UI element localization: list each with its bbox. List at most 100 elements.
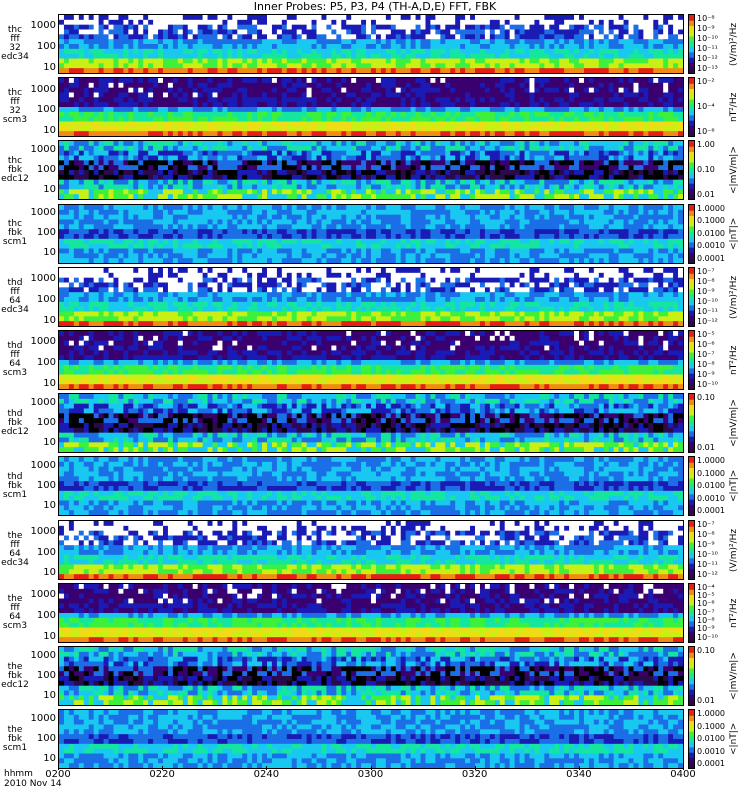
- heatmap-cell: [346, 83, 352, 89]
- heatmap-cell: [197, 24, 204, 30]
- heatmap-cell: [143, 223, 149, 230]
- heatmap-cell: [579, 189, 585, 195]
- heatmap-cell: [237, 165, 243, 171]
- heatmap-cell: [544, 58, 550, 64]
- heatmap-cell: [603, 44, 610, 50]
- heatmap-cell: [395, 194, 402, 200]
- heatmap-cell: [435, 151, 441, 157]
- colorbar-tick-label: 1.00: [697, 140, 715, 150]
- heatmap-cell: [237, 44, 243, 50]
- heatmap-cell: [554, 165, 560, 171]
- heatmap-cell: [638, 151, 644, 157]
- heatmap-cell: [499, 121, 506, 127]
- heatmap-cell: [88, 248, 95, 254]
- heatmap-cell: [385, 92, 392, 98]
- heatmap-cell: [202, 141, 208, 147]
- heatmap-cell: [217, 141, 223, 147]
- heatmap-cell: [103, 248, 109, 254]
- heatmap-cell: [583, 34, 590, 40]
- heatmap-cell: [375, 155, 382, 162]
- heatmap-cell: [59, 180, 65, 186]
- heatmap-cell: [271, 131, 278, 137]
- heatmap-cell: [163, 175, 169, 181]
- heatmap-cell: [425, 97, 431, 103]
- heatmap-cell: [668, 112, 674, 118]
- heatmap-cell: [59, 223, 65, 230]
- ytick-label: 10: [43, 124, 56, 136]
- heatmap-cell: [73, 44, 80, 50]
- heatmap-cell: [311, 160, 317, 166]
- heatmap-cell: [306, 29, 312, 35]
- heatmap-cell: [415, 24, 421, 30]
- heatmap-cell: [400, 53, 407, 59]
- heatmap-cell: [390, 15, 397, 21]
- heatmap-cell: [380, 15, 387, 21]
- heatmap-cell: [158, 102, 164, 108]
- heatmap-cell: [103, 141, 109, 147]
- heatmap-cell: [212, 58, 218, 64]
- heatmap-cell: [182, 184, 189, 191]
- heatmap-cell: [108, 87, 114, 94]
- heatmap-cell: [509, 184, 516, 191]
- heatmap-cell: [544, 155, 550, 162]
- heatmap-cell: [673, 44, 679, 50]
- heatmap-cell: [321, 116, 327, 123]
- heatmap-cell: [252, 170, 258, 176]
- heatmap-cell: [569, 58, 575, 64]
- heatmap-cell: [375, 180, 382, 186]
- heatmap-cell: [163, 131, 169, 137]
- heatmap-cell: [262, 29, 268, 35]
- heatmap-cell: [227, 160, 233, 166]
- heatmap-cell: [172, 219, 179, 225]
- heatmap-cell: [524, 160, 530, 166]
- heatmap-cell: [128, 233, 134, 239]
- heatmap-cell: [346, 53, 352, 59]
- heatmap-cell: [524, 112, 530, 118]
- heatmap-cell: [207, 53, 213, 59]
- heatmap-cell: [529, 15, 535, 21]
- heatmap-cell: [262, 39, 268, 45]
- heatmap-cell: [653, 121, 659, 127]
- heatmap-cell: [331, 92, 337, 98]
- heatmap-cell: [598, 180, 605, 186]
- heatmap-cell: [182, 83, 189, 89]
- heatmap-cell: [425, 15, 431, 21]
- heatmap-cell: [588, 160, 595, 166]
- heatmap-cell: [385, 53, 392, 59]
- heatmap-cell: [247, 15, 253, 21]
- heatmap-cell: [336, 146, 342, 152]
- heatmap-cell: [608, 29, 615, 35]
- heatmap-cell: [326, 141, 332, 147]
- heatmap-cell: [271, 78, 278, 84]
- heatmap-cell: [395, 24, 402, 30]
- heatmap-cell: [598, 165, 605, 171]
- heatmap-cell: [262, 155, 268, 162]
- heatmap-cell: [554, 87, 560, 94]
- heatmap-cell: [430, 39, 436, 45]
- heatmap-cell: [638, 141, 644, 147]
- heatmap-cell: [564, 131, 570, 137]
- heatmap-cell: [267, 126, 273, 132]
- heatmap-cell: [68, 151, 75, 157]
- heatmap-cell: [108, 184, 114, 191]
- heatmap-cell: [450, 78, 456, 84]
- heatmap-cell: [311, 44, 317, 50]
- heatmap-cell: [108, 175, 114, 181]
- heatmap-cell: [187, 39, 194, 45]
- heatmap-cell: [579, 175, 585, 181]
- colorbar-swatch: [689, 109, 694, 116]
- heatmap-cell: [177, 121, 184, 127]
- heatmap-cell: [638, 175, 644, 181]
- heatmap-cell: [380, 68, 387, 73]
- heatmap-cell: [143, 155, 149, 162]
- heatmap-cell: [618, 116, 624, 123]
- heatmap-cell: [479, 141, 486, 147]
- heatmap-cell: [623, 29, 629, 35]
- heatmap-cell: [579, 68, 585, 73]
- heatmap-cell: [217, 155, 223, 162]
- heatmap-cell: [172, 53, 179, 59]
- heatmap-cell: [415, 184, 421, 191]
- heatmap-cell: [271, 160, 278, 166]
- heatmap-cell: [658, 155, 664, 162]
- heatmap-cell: [623, 39, 629, 45]
